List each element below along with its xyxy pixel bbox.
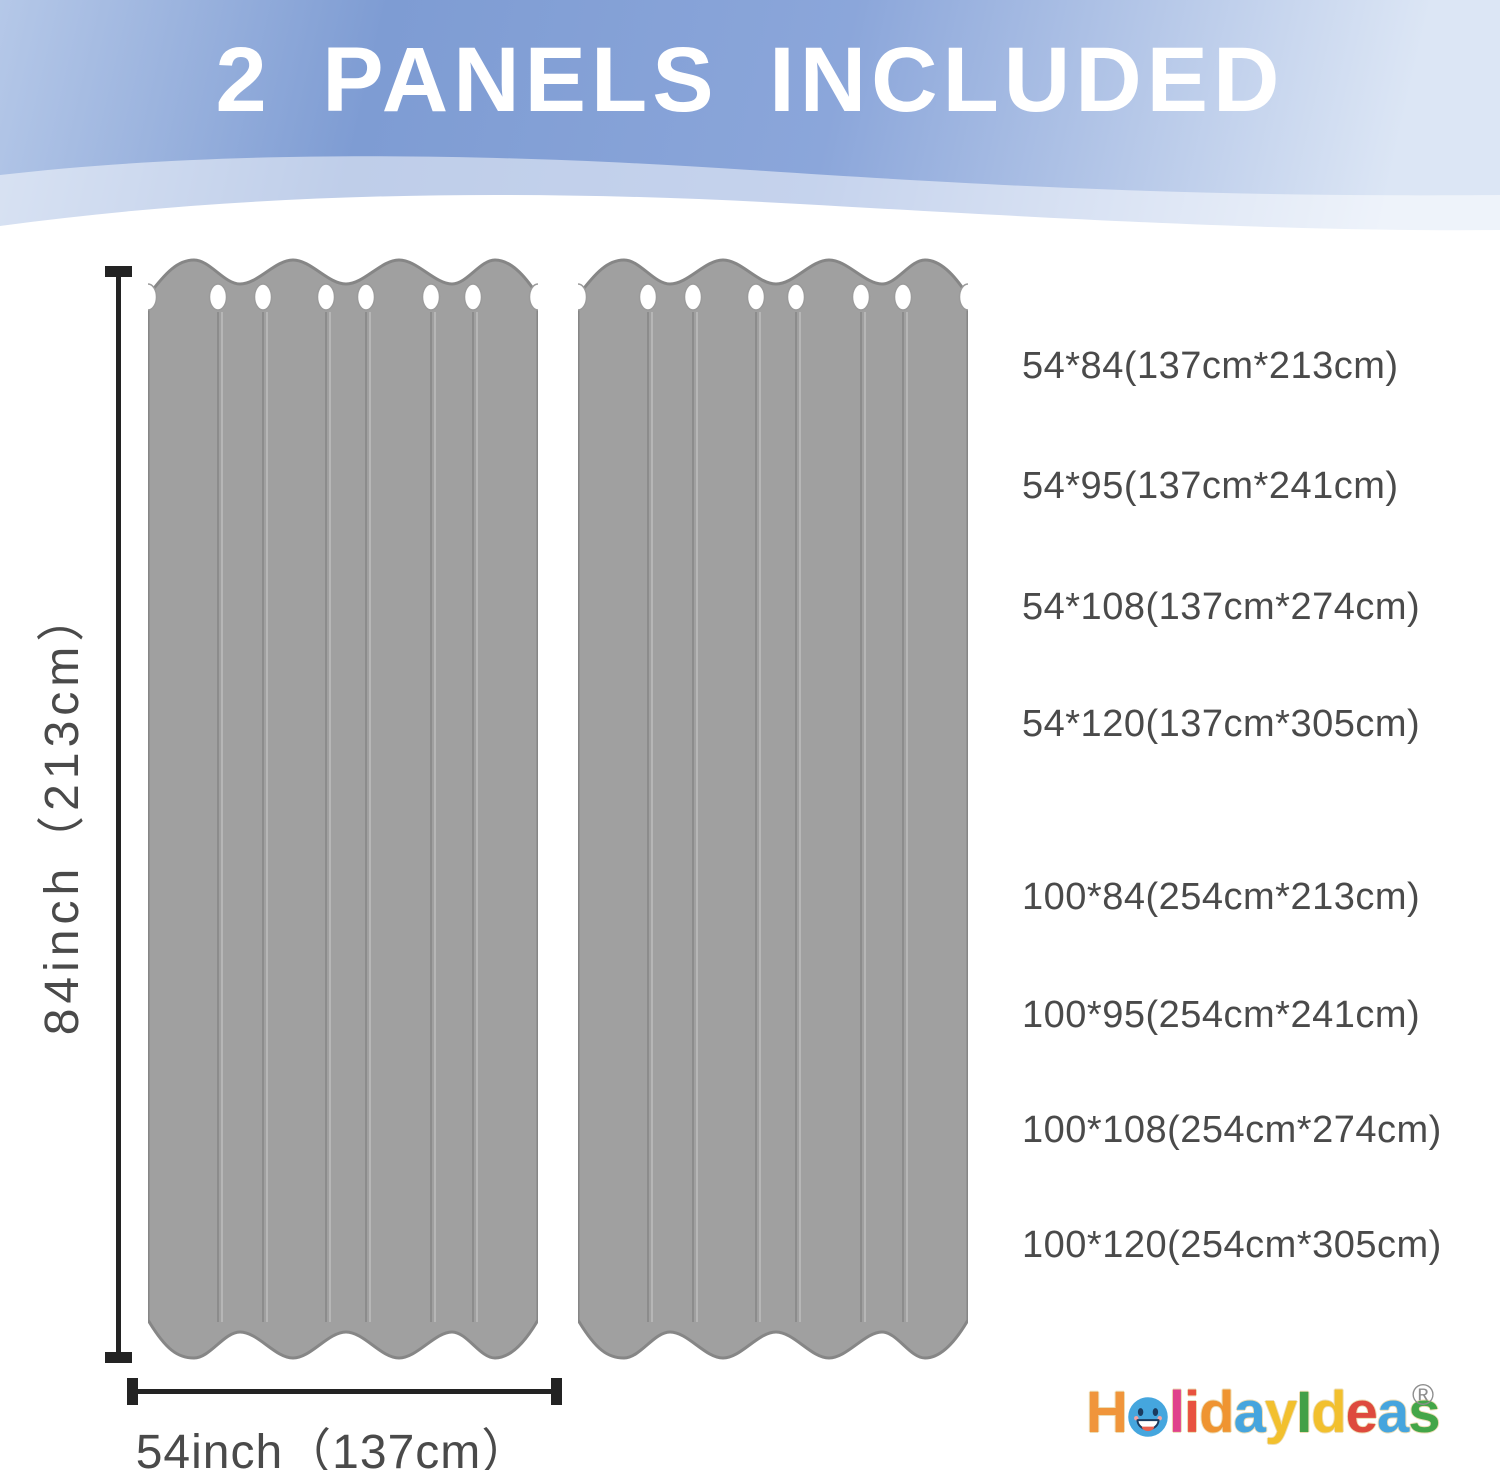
curtain-panel-right [578, 258, 968, 1360]
size-option: 100*84(254cm*213cm) [1022, 876, 1421, 918]
logo-letter: d [1311, 1380, 1346, 1445]
size-option: 54*108(137cm*274cm) [1022, 586, 1421, 628]
logo-letter: s [1408, 1380, 1440, 1445]
curtain-panel-left [148, 258, 538, 1360]
height-dimension-cap-bottom [105, 1352, 132, 1363]
banner-title: 2 PANELS INCLUDED [215, 29, 1285, 131]
curtain-fold-highlights [651, 312, 908, 1322]
logo-letter: i [1184, 1380, 1200, 1445]
grommets [578, 283, 968, 311]
width-dimension-label: 54inch（137cm） [135, 1426, 531, 1470]
logo-letter: a [1376, 1380, 1409, 1445]
logo-letter: d [1199, 1380, 1234, 1445]
curtain-fabric [578, 258, 968, 1360]
height-dimension-label: 84inch（213cm） [36, 588, 89, 1036]
logo-letter: e [1345, 1380, 1378, 1445]
grommets [148, 283, 538, 311]
banner-wave-decoration [0, 156, 1500, 252]
logo-letter: H [1086, 1380, 1128, 1445]
logo-letter: l [1168, 1380, 1185, 1445]
width-dimension-line [130, 1389, 560, 1394]
size-option: 100*108(254cm*274cm) [1022, 1109, 1442, 1151]
registered-trademark-icon: ® [1412, 1379, 1435, 1412]
smiley-o-icon [1127, 1390, 1169, 1448]
logo-letter: I [1296, 1380, 1312, 1445]
curtain-fold-lines [217, 312, 474, 1322]
curtain-fold-highlights [221, 312, 478, 1322]
width-dimension-cap-right [551, 1378, 562, 1405]
banner: 2 PANELS INCLUDED [0, 0, 1500, 252]
height-dimension-line [116, 270, 121, 1358]
size-option: 54*120(137cm*305cm) [1022, 703, 1421, 745]
logo-letter: a [1233, 1380, 1266, 1445]
curtain-fabric [148, 258, 538, 1360]
curtain-fold-lines [647, 312, 904, 1322]
size-option: 100*95(254cm*241cm) [1022, 994, 1421, 1036]
size-option: 100*120(254cm*305cm) [1022, 1224, 1442, 1266]
logo-letter: y [1264, 1380, 1297, 1445]
size-option: 54*95(137cm*241cm) [1022, 465, 1399, 507]
size-option: 54*84(137cm*213cm) [1022, 345, 1399, 387]
